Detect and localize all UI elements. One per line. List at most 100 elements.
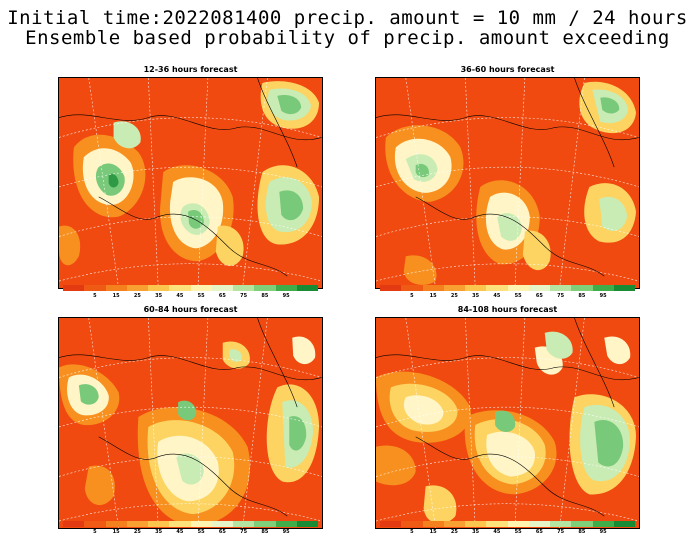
legend-tick-spacer xyxy=(63,293,84,299)
panel-title: 12-36 hours forecast xyxy=(143,65,238,74)
legend-swatch xyxy=(550,521,572,527)
legend-tick-label: 55 xyxy=(197,293,205,299)
legend-swatch xyxy=(507,285,529,291)
legend-swatch xyxy=(296,521,318,527)
legend-tick-label: 35 xyxy=(155,293,163,299)
probability-map xyxy=(58,77,323,289)
legend-tick-label: 25 xyxy=(450,529,458,535)
legend-tick-label: 85 xyxy=(578,293,586,299)
legend-swatch xyxy=(169,521,191,527)
legend-tick-label: 45 xyxy=(493,529,501,535)
legend-swatch xyxy=(275,285,297,291)
legend-swatch xyxy=(401,285,423,291)
legend-tick-label: 55 xyxy=(514,293,522,299)
probability-map xyxy=(58,317,323,529)
legend-tick-label: 95 xyxy=(599,529,607,535)
legend-swatch xyxy=(613,521,635,527)
legend-ticks: 5 15 25 35 45 55 65 75 85 95 xyxy=(63,529,318,535)
legend-swatch xyxy=(465,521,487,527)
legend-ticks: 5 15 25 35 45 55 65 75 85 95 xyxy=(380,293,635,299)
legend-swatch xyxy=(211,285,233,291)
legend-swatch xyxy=(148,521,170,527)
panel-title: 84-108 hours forecast xyxy=(457,305,558,314)
legend-swatch xyxy=(63,285,85,291)
legend-tick-spacer xyxy=(380,529,401,535)
legend-tick-label: 25 xyxy=(133,293,141,299)
legend-tick-label: 5 xyxy=(410,529,414,535)
legend-swatch xyxy=(190,285,212,291)
legend-tick-label: 15 xyxy=(112,293,120,299)
legend-swatch xyxy=(465,285,487,291)
legend-swatch xyxy=(528,521,550,527)
legend-swatch xyxy=(233,285,255,291)
legend-swatch xyxy=(84,285,106,291)
probability-map xyxy=(375,317,640,529)
legend-tick-label: 65 xyxy=(218,293,226,299)
legend-swatch xyxy=(401,521,423,527)
legend-tick-label: 45 xyxy=(176,529,184,535)
legend-tick-spacer xyxy=(297,529,318,535)
legend-swatch xyxy=(592,285,614,291)
main-title: Initial time:2022081400 precip. amount =… xyxy=(7,7,688,29)
legend-swatch xyxy=(443,285,465,291)
legend-swatch xyxy=(443,521,465,527)
legend-swatch xyxy=(528,285,550,291)
color-legend xyxy=(63,521,318,527)
legend-swatch xyxy=(422,521,444,527)
legend-tick-spacer xyxy=(63,529,84,535)
legend-swatch xyxy=(105,285,127,291)
subtitle: Ensemble based probability of precip. am… xyxy=(25,27,670,49)
panel-title: 36-60 hours forecast xyxy=(460,65,555,74)
legend-swatch xyxy=(254,285,276,291)
legend-tick-label: 85 xyxy=(261,529,269,535)
forecast-panel-12-36: 12-36 hours forecast xyxy=(58,65,323,299)
legend-ticks: 5 15 25 35 45 55 65 75 85 95 xyxy=(380,529,635,535)
forecast-panel-36-60: 36-60 hours forecast xyxy=(375,65,640,299)
legend-ticks: 5 15 25 35 45 55 65 75 85 95 xyxy=(63,293,318,299)
legend-swatch xyxy=(296,285,318,291)
legend-swatch xyxy=(254,521,276,527)
legend-tick-spacer xyxy=(614,529,635,535)
legend-tick-label: 65 xyxy=(218,529,226,535)
legend-tick-label: 45 xyxy=(493,293,501,299)
legend-swatch xyxy=(190,521,212,527)
legend-tick-spacer xyxy=(614,293,635,299)
legend-swatch xyxy=(84,521,106,527)
legend-tick-label: 35 xyxy=(472,529,480,535)
legend-tick-label: 5 xyxy=(93,293,97,299)
color-legend xyxy=(63,285,318,291)
legend-tick-label: 75 xyxy=(557,529,565,535)
legend-tick-label: 95 xyxy=(282,529,290,535)
color-legend xyxy=(380,521,635,527)
legend-tick-label: 55 xyxy=(514,529,522,535)
legend-tick-label: 35 xyxy=(155,529,163,535)
legend-tick-label: 95 xyxy=(599,293,607,299)
legend-swatch xyxy=(571,285,593,291)
legend-tick-label: 25 xyxy=(133,529,141,535)
legend-tick-label: 15 xyxy=(429,529,437,535)
legend-swatch xyxy=(486,521,508,527)
legend-tick-label: 25 xyxy=(450,293,458,299)
legend-tick-label: 5 xyxy=(410,293,414,299)
legend-tick-spacer xyxy=(297,293,318,299)
legend-swatch xyxy=(507,521,529,527)
legend-tick-label: 85 xyxy=(578,529,586,535)
legend-tick-label: 15 xyxy=(112,529,120,535)
legend-tick-label: 75 xyxy=(557,293,565,299)
legend-tick-label: 55 xyxy=(197,529,205,535)
legend-swatch xyxy=(422,285,444,291)
legend-swatch xyxy=(63,521,85,527)
legend-swatch xyxy=(126,285,148,291)
legend-swatch xyxy=(613,285,635,291)
legend-swatch xyxy=(126,521,148,527)
legend-tick-label: 75 xyxy=(240,529,248,535)
legend-swatch xyxy=(105,521,127,527)
legend-swatch xyxy=(233,521,255,527)
legend-swatch xyxy=(486,285,508,291)
legend-tick-label: 15 xyxy=(429,293,437,299)
legend-swatch xyxy=(592,521,614,527)
panel-title: 60-84 hours forecast xyxy=(143,305,238,314)
legend-swatch xyxy=(211,521,233,527)
legend-swatch xyxy=(148,285,170,291)
legend-swatch xyxy=(380,521,402,527)
